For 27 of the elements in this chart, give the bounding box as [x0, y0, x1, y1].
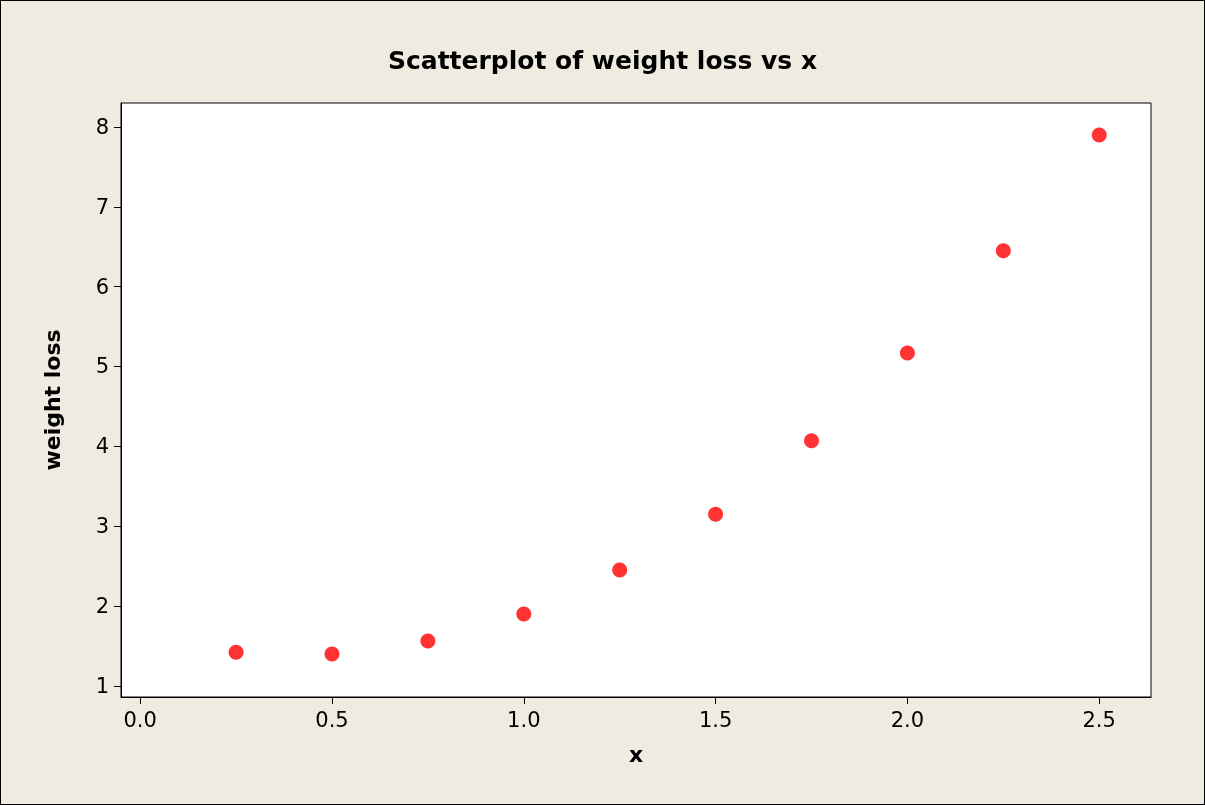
chart-title: Scatterplot of weight loss vs x: [387, 46, 818, 75]
y-tick-label: 4: [95, 434, 109, 459]
x-tick-label: 2.0: [890, 707, 925, 732]
point: [612, 562, 628, 578]
point: [804, 433, 819, 449]
point: [899, 345, 915, 361]
x-tick-label: 0.0: [123, 707, 157, 732]
x-tick-label: 0.5: [315, 707, 349, 732]
point: [420, 633, 436, 649]
x-tick-label: 1.5: [698, 707, 733, 732]
y-tick-label: 2: [95, 593, 109, 618]
x-tick-label: 2.5: [1082, 707, 1116, 732]
y-tick-label: 1: [95, 673, 109, 698]
x-axis-title: x: [628, 741, 644, 767]
y-tick-label: 5: [95, 354, 109, 379]
y-tick-label: 8: [95, 114, 109, 139]
point: [995, 243, 1011, 259]
y-axis-title: weight loss: [39, 329, 65, 471]
x-tick-label: 1.0: [507, 707, 541, 732]
point: [708, 506, 724, 522]
point: [516, 606, 532, 622]
point: [228, 644, 244, 660]
y-tick-label: 3: [95, 514, 109, 539]
point: [1091, 127, 1107, 143]
y-tick-label: 6: [95, 274, 109, 299]
y-tick-label: 7: [95, 194, 109, 219]
point: [324, 646, 340, 662]
